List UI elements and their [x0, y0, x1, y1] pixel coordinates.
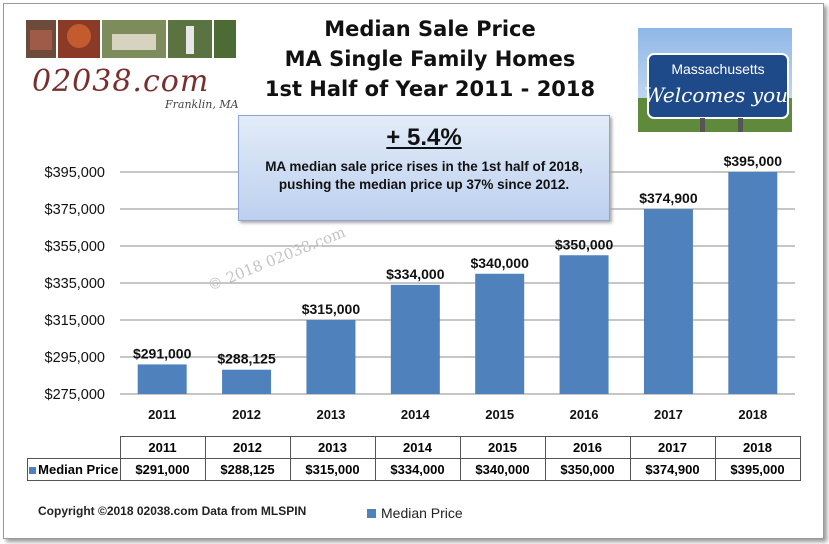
table-year: 2018: [714, 436, 801, 459]
table-row-label: Median Price: [27, 458, 121, 481]
table-year: 2011: [119, 436, 206, 459]
y-tick-label: $335,000: [45, 276, 105, 292]
sign-line-2: Welcomes you: [644, 83, 788, 107]
table-value: $288,125: [204, 458, 291, 481]
data-label: $334,000: [386, 266, 445, 282]
x-tick-label: 2011: [148, 407, 176, 422]
data-label: $340,000: [470, 255, 529, 271]
x-tick-label: 2012: [232, 407, 261, 422]
bar: [137, 364, 187, 394]
callout-text: MA median sale price rises in the 1st ha…: [265, 159, 583, 192]
table-year: 2014: [374, 436, 461, 459]
x-tick-label: 2016: [570, 407, 599, 422]
y-tick-label: $275,000: [45, 387, 105, 403]
table-value: $315,000: [289, 458, 376, 481]
table-corner: [28, 437, 121, 459]
x-tick-label: 2018: [738, 407, 767, 422]
y-tick-label: $375,000: [45, 202, 105, 218]
y-tick-label: $315,000: [45, 313, 105, 329]
table-year: 2017: [629, 436, 716, 459]
bar: [643, 209, 693, 394]
table-year: 2016: [544, 436, 631, 459]
table-value: $340,000: [459, 458, 546, 481]
site-logo: 02038.com Franklin, MA: [20, 20, 240, 120]
table-value: $395,000: [714, 458, 801, 481]
legend-label: Median Price: [381, 505, 463, 521]
x-tick-label: 2013: [316, 407, 345, 422]
bar: [222, 369, 272, 394]
table-year: 2013: [289, 436, 376, 459]
x-tick-label: 2015: [485, 407, 514, 422]
data-table: 2011 2012 2013 2014 2015 2016 2017 2018 …: [27, 436, 801, 481]
bar: [559, 255, 609, 394]
table-header-row: 2011 2012 2013 2014 2015 2016 2017 2018: [28, 436, 801, 459]
photo-strip: [26, 20, 236, 58]
y-tick-label: $355,000: [45, 239, 105, 255]
bar: [306, 320, 356, 394]
brand-name: 02038.com: [32, 64, 210, 99]
title-line-2: MA Single Family Homes: [284, 47, 576, 71]
title-line-3: 1st Half of Year 2011 - 2018: [264, 77, 596, 101]
table-value: $350,000: [544, 458, 631, 481]
data-label: $291,000: [133, 345, 192, 361]
callout-box: + 5.4% MA median sale price rises in the…: [238, 115, 610, 221]
title-line-1: Median Sale Price: [324, 17, 536, 41]
massachusetts-sign-image: Massachusetts Welcomes you: [638, 28, 792, 132]
brand-location: Franklin, MA: [165, 98, 239, 111]
chart-title: Median Sale Price MA Single Family Homes…: [250, 14, 610, 104]
bar: [728, 172, 778, 394]
chart-legend: Median Price: [367, 505, 463, 521]
legend-swatch: [367, 508, 376, 518]
data-label: $288,125: [217, 351, 276, 367]
data-label: $395,000: [724, 153, 783, 169]
table-value: $374,900: [629, 458, 716, 481]
table-year: 2012: [204, 436, 291, 459]
callout-headline: + 5.4%: [386, 124, 462, 151]
table-value: $334,000: [374, 458, 461, 481]
table-value: $291,000: [119, 458, 206, 481]
bar: [475, 273, 525, 394]
data-label: $315,000: [302, 301, 361, 317]
x-tick-label: 2017: [654, 407, 683, 422]
bar: [390, 284, 440, 394]
y-tick-label: $295,000: [45, 350, 105, 366]
x-tick-label: 2014: [401, 407, 431, 422]
y-tick-label: $395,000: [45, 165, 105, 181]
table-year: 2015: [459, 436, 546, 459]
table-row: Median Price $291,000 $288,125 $315,000 …: [27, 458, 801, 481]
data-label: $374,900: [639, 190, 698, 206]
sign-line-1: Massachusetts: [671, 61, 764, 77]
copyright-footer: Copyright ©2018 02038.com Data from MLSP…: [38, 504, 307, 518]
data-label: $350,000: [555, 236, 614, 252]
